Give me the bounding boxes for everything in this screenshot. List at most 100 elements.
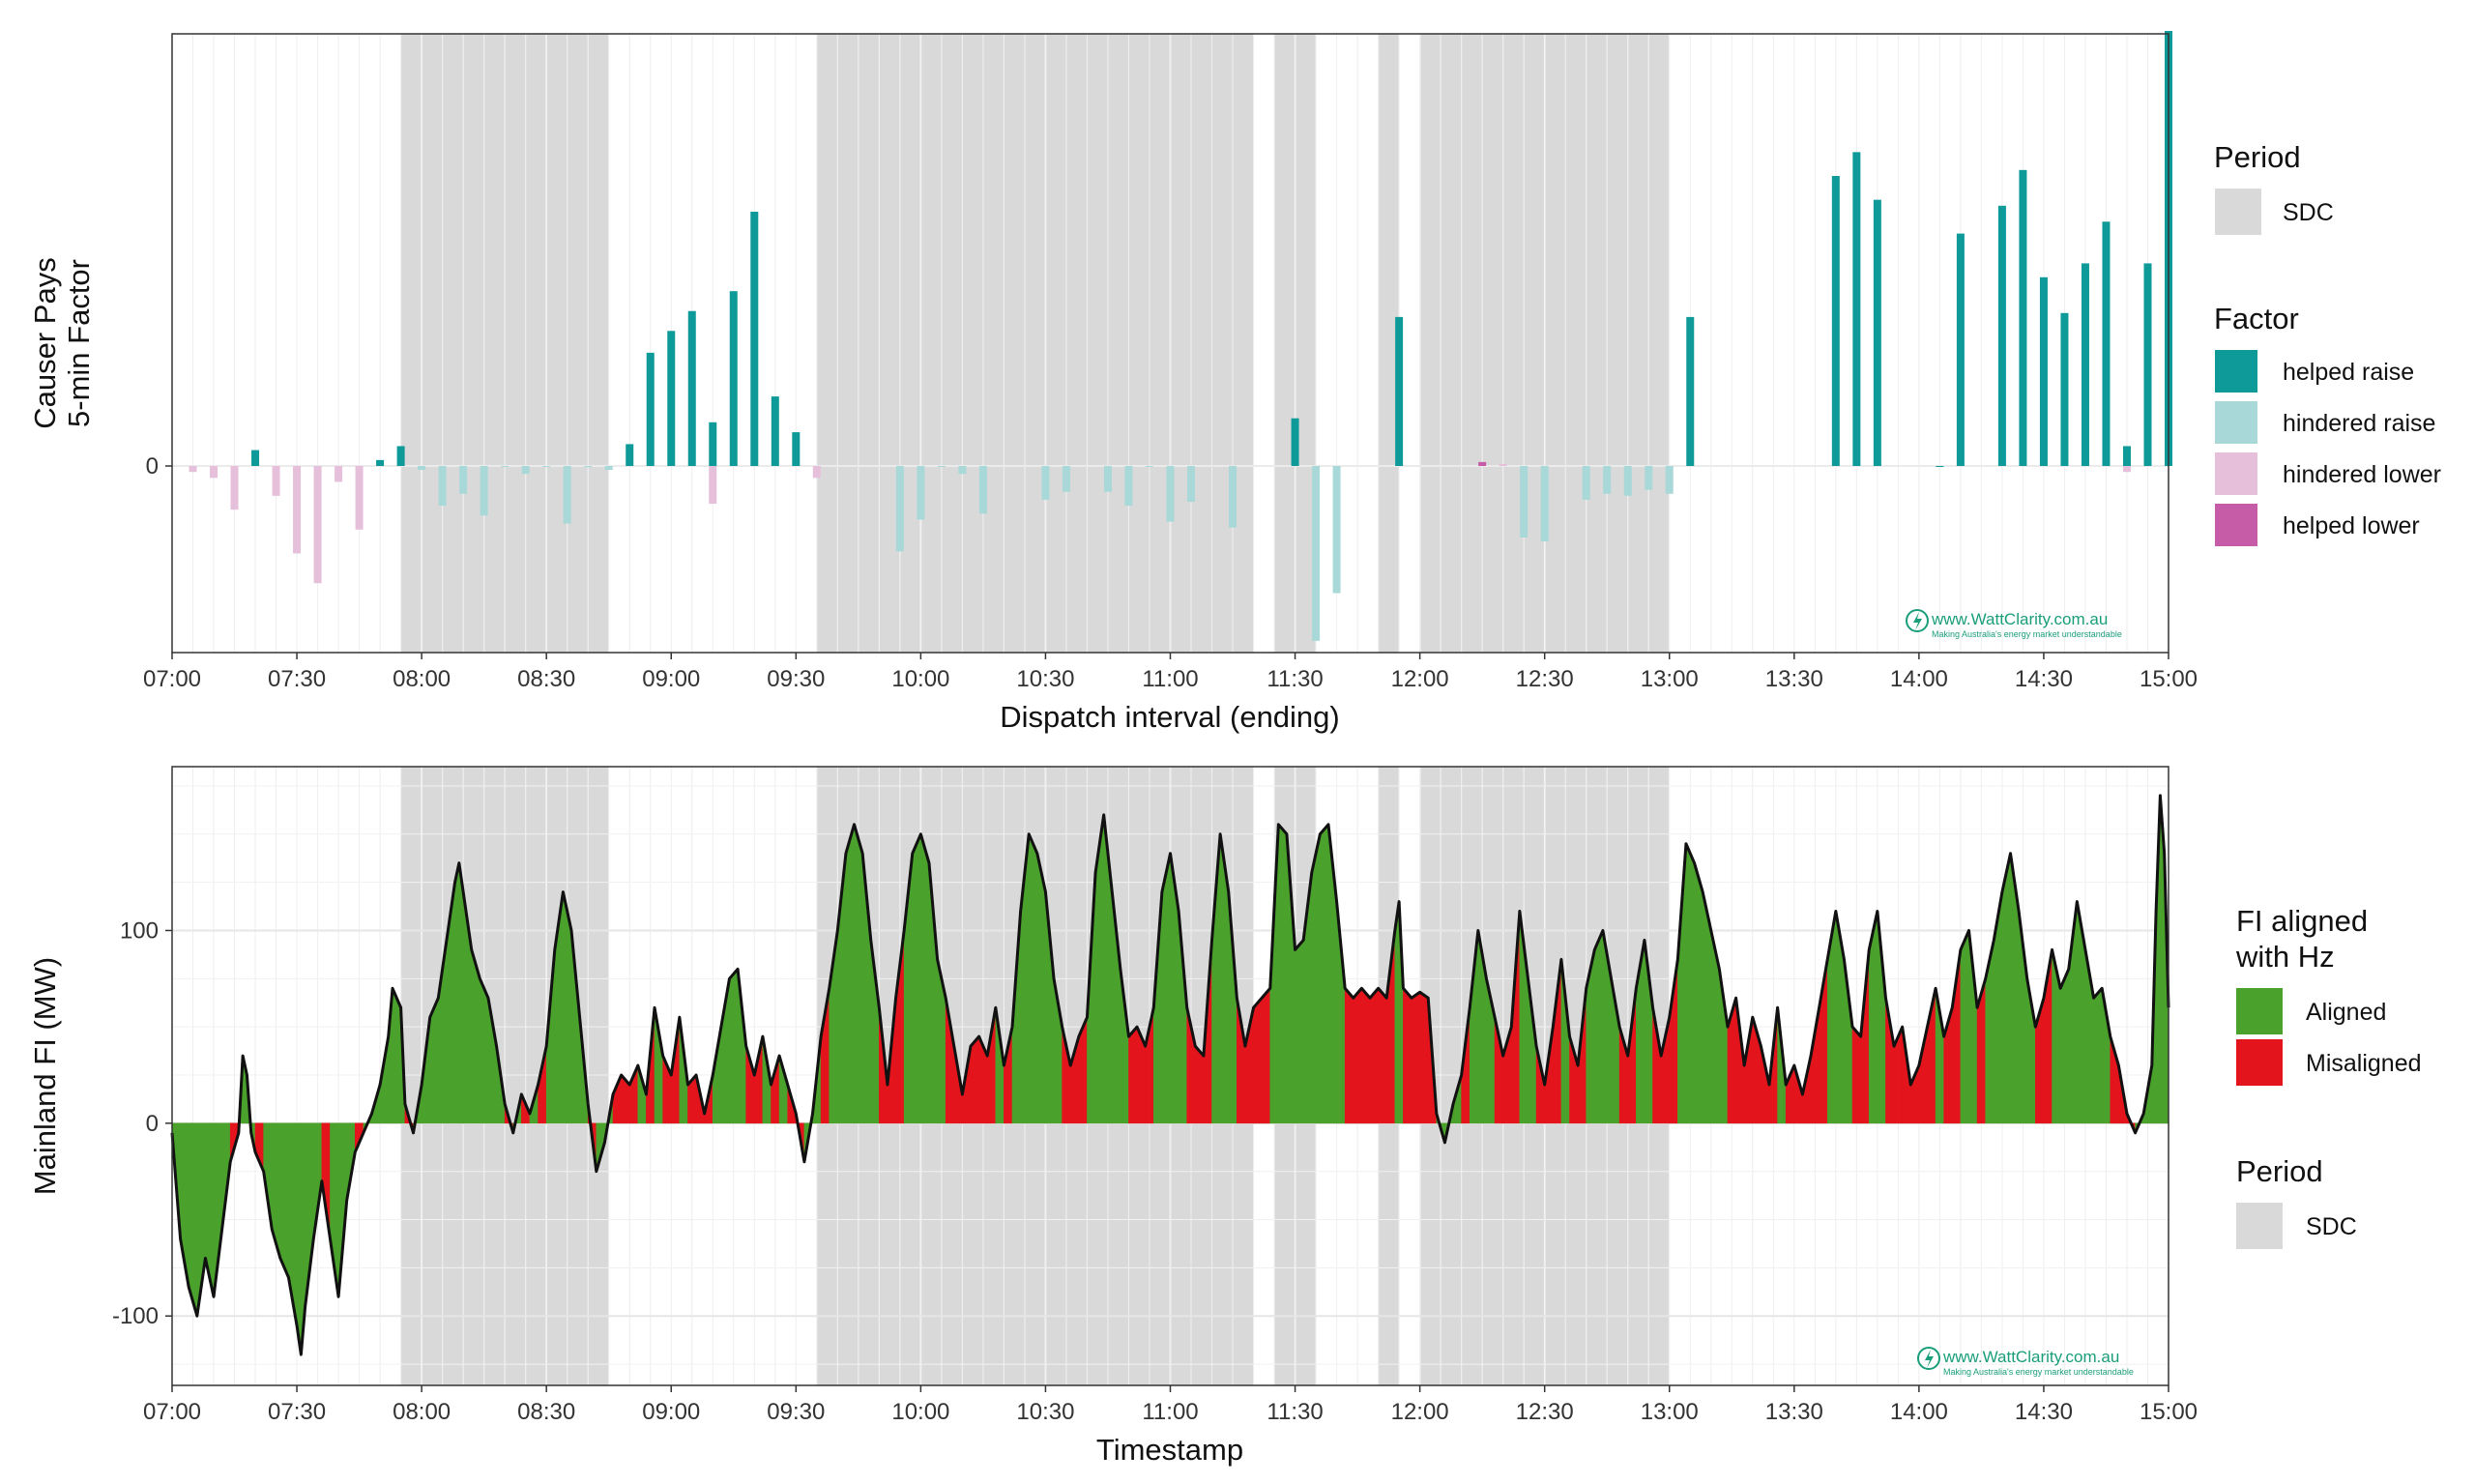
aligned-segment <box>1278 824 1288 1124</box>
x-tick-label: 13:00 <box>1641 666 1699 692</box>
bar-hindered-raise-0820 <box>501 466 510 467</box>
top-y-axis-title-line1: Causer Pays <box>28 257 62 428</box>
aligned-segment <box>1320 824 1329 1124</box>
bar-hindered-raise-1035 <box>1062 466 1070 492</box>
x-tick-label: 11:00 <box>1142 1399 1198 1425</box>
bar-helped-raise-1305 <box>1686 316 1695 466</box>
x-tick-label: 11:30 <box>1267 1399 1323 1425</box>
aligned-segment <box>845 824 855 1124</box>
top-legend-sdc-label: SDC <box>2283 199 2334 226</box>
x-tick-label: 15:00 <box>2140 1399 2198 1425</box>
bottom-legend-period-title: Period <box>2236 1154 2323 1188</box>
aligned-segment <box>2001 853 2011 1124</box>
bar-hindered-lower-0740 <box>335 466 343 482</box>
bar-hindered-raise-1100 <box>1166 466 1175 522</box>
top-x-axis: 07:00 07:30 08:00 08:30 09:00 09:30 10:00 10:30… <box>143 653 2198 692</box>
x-tick-label: 09:00 <box>642 1399 700 1425</box>
x-tick-label: 12:30 <box>1516 1399 1574 1425</box>
bar-hindered-raise-0810 <box>459 466 468 494</box>
x-tick-label: 07:30 <box>268 666 326 692</box>
bar-hindered-raise-0800 <box>418 466 426 471</box>
bar-helped-raise-1155 <box>1395 316 1404 466</box>
x-tick-label: 12:30 <box>1516 666 1574 692</box>
bar-helped-raise-0910 <box>709 422 717 466</box>
frequency-indicator-area <box>171 795 2169 1355</box>
bar-helped-raise-0915 <box>729 291 738 466</box>
bottom-legend-misaligned-swatch <box>2236 1039 2283 1086</box>
bar-helped-raise-0925 <box>771 396 779 466</box>
aligned-segment <box>480 978 489 1124</box>
bar-hindered-raise-0955 <box>895 466 904 552</box>
bar-helped-raise-1425 <box>2019 169 2027 466</box>
bar-hindered-raise-0835 <box>563 466 571 524</box>
x-tick-label: 12:00 <box>1391 1399 1449 1425</box>
bar-hindered-raise-1030 <box>1041 466 1050 500</box>
bar-helped-raise-0930 <box>792 432 801 466</box>
bar-helped-raise-0755 <box>396 446 405 466</box>
x-tick-label: 09:30 <box>767 666 825 692</box>
bar-hindered-raise-1135 <box>1312 466 1321 641</box>
bar-hindered-raise-0840 <box>584 466 593 467</box>
x-tick-label: 14:00 <box>1890 666 1948 692</box>
x-tick-label: 14:30 <box>2015 666 2073 692</box>
bottom-watermark: www.WattClarity.com.au Making Australia'… <box>1917 1347 2134 1377</box>
misaligned-segment <box>1369 987 1379 1124</box>
aligned-segment <box>1295 939 1304 1124</box>
misaligned-segment <box>1361 987 1371 1124</box>
bar-hindered-raise-1005 <box>937 466 946 467</box>
misaligned-segment <box>1419 991 1429 1124</box>
misaligned-segment <box>970 1035 979 1124</box>
top-y-axis: 0 <box>146 453 172 480</box>
bar-hindered-lower-1220 <box>1499 463 1507 466</box>
frequency-indicator-line <box>170 794 2170 1356</box>
bar-hindered-raise-1230 <box>1540 466 1549 542</box>
top-sdc-bands <box>400 34 1670 653</box>
y-tick-label: 0 <box>146 453 159 480</box>
bar-hindered-raise-1245 <box>1603 466 1612 494</box>
x-tick-label: 10:30 <box>1016 666 1074 692</box>
bottom-legend-aligned-title-line2: with Hz <box>2235 940 2335 974</box>
aligned-segment <box>854 824 863 1124</box>
top-legend-factor-title: Factor <box>2214 302 2299 335</box>
aligned-segment <box>454 862 460 1124</box>
bottom-x-axis-title: Timestamp <box>1096 1433 1243 1467</box>
top-gridlines <box>171 34 2169 653</box>
x-tick-label: 13:30 <box>1765 1399 1823 1425</box>
misaligned-segment <box>1195 1045 1205 1124</box>
bar-hindered-lower-0725 <box>272 466 280 496</box>
bar-helped-raise-0920 <box>750 211 759 466</box>
misaligned-segment <box>1378 987 1387 1124</box>
x-tick-label: 13:30 <box>1765 666 1823 692</box>
bar-helped-raise-0850 <box>626 444 634 466</box>
aligned-segment <box>279 1122 289 1278</box>
bottom-legend-aligned-title-line1: FI aligned <box>2236 904 2368 938</box>
aligned-segment <box>912 833 921 1124</box>
bar-hindered-raise-1050 <box>1124 466 1133 507</box>
x-tick-label: 15:00 <box>2140 666 2198 692</box>
top-legend-hindered-lower-swatch <box>2215 452 2257 495</box>
aligned-segment <box>1028 833 1038 1124</box>
bar-hindered-lower-0705 <box>189 466 197 473</box>
sdc-band <box>1378 34 1400 653</box>
x-tick-label: 07:30 <box>268 1399 326 1425</box>
top-legend-helped-lower-swatch <box>2215 504 2257 546</box>
x-tick-label: 09:30 <box>767 1399 825 1425</box>
y-tick-label: 0 <box>146 1111 159 1137</box>
x-tick-label: 13:00 <box>1641 1399 1699 1425</box>
bottom-legend-aligned-swatch <box>2236 988 2283 1034</box>
misaligned-segment <box>1344 987 1354 1124</box>
bar-hindered-raise-1240 <box>1582 466 1590 500</box>
bar-helped-raise-1345 <box>1852 152 1861 466</box>
bottom-legend-aligned-label: Aligned <box>2306 999 2386 1026</box>
bar-hindered-lower-0935 <box>812 466 821 479</box>
bar-hindered-raise-1010 <box>958 466 967 475</box>
bar-helped-raise-0750 <box>376 459 385 466</box>
bar-hindered-raise-0830 <box>542 466 551 467</box>
y-tick-label: -100 <box>112 1303 159 1329</box>
x-tick-label: 12:00 <box>1391 666 1449 692</box>
bottom-y-axis: -100 0 100 <box>112 917 172 1329</box>
aligned-segment <box>1960 930 1969 1124</box>
top-x-axis-title: Dispatch interval (ending) <box>1000 700 1340 734</box>
x-tick-label: 08:30 <box>517 1399 575 1425</box>
aligned-segment <box>729 968 739 1124</box>
